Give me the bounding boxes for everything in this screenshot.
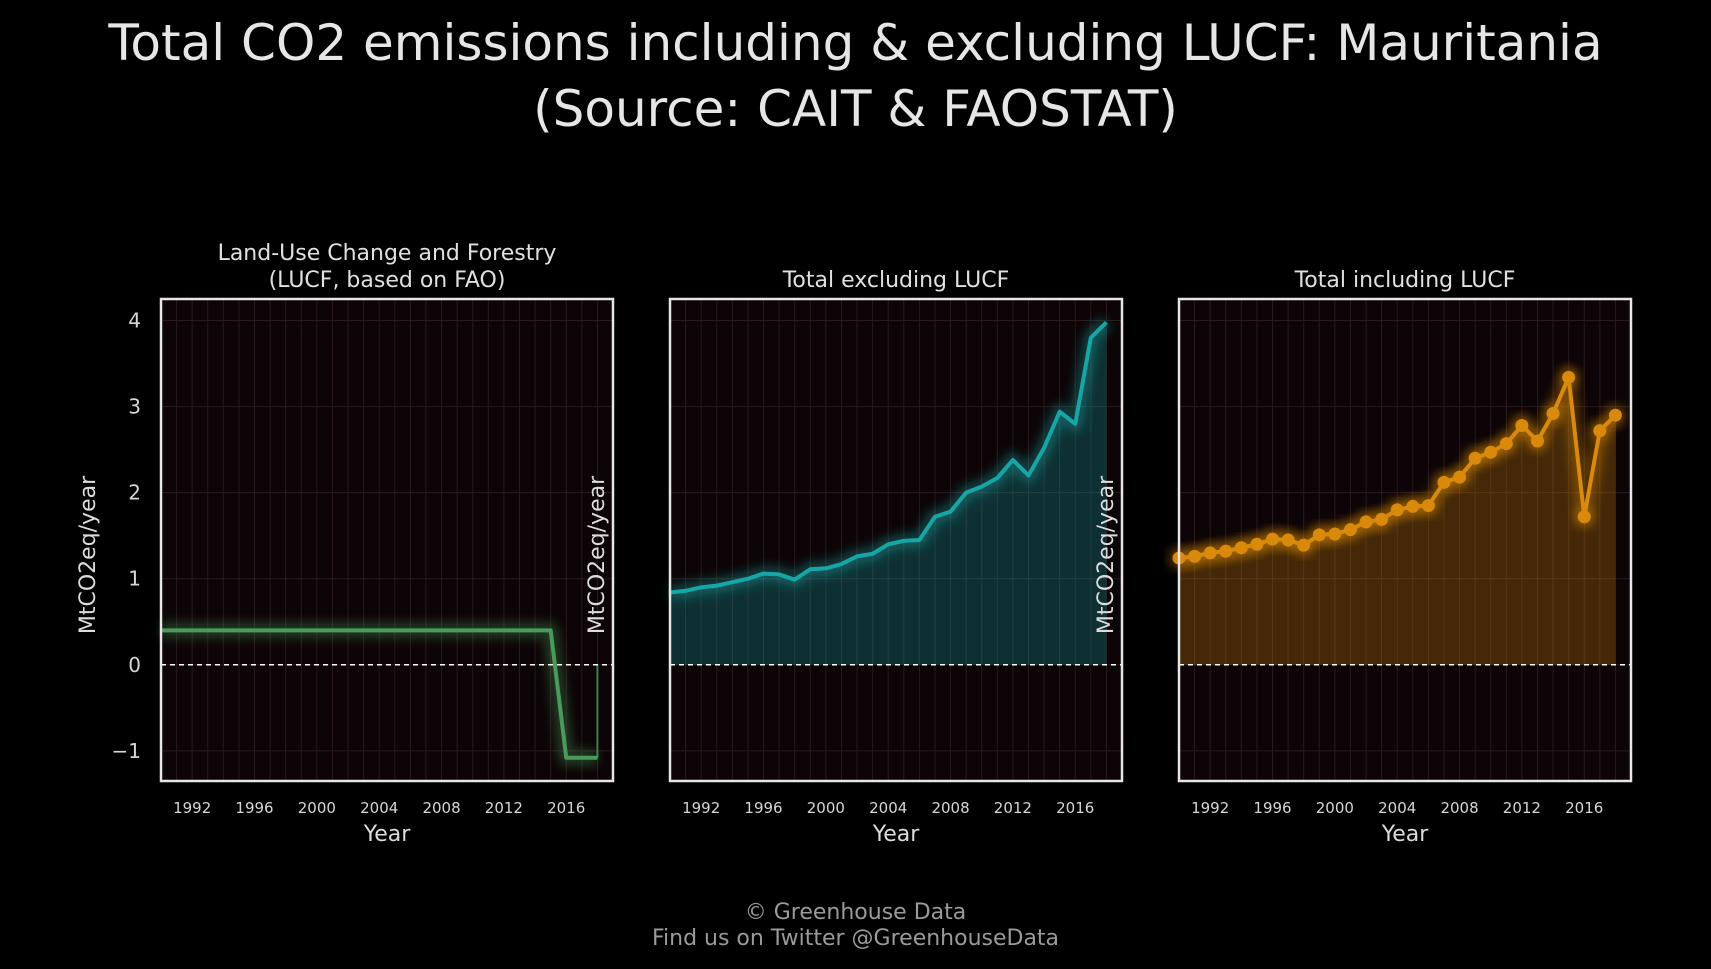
main-title: Total CO2 emissions including & excludin… bbox=[0, 10, 1711, 142]
data-point bbox=[1297, 538, 1311, 552]
data-point bbox=[1219, 544, 1233, 558]
footer-twitter: Find us on Twitter @GreenhouseData bbox=[651, 926, 1060, 951]
data-point bbox=[1499, 437, 1513, 451]
plot-frame bbox=[159, 297, 615, 783]
data-point bbox=[1577, 510, 1591, 524]
x-tick-label: 2008 bbox=[1440, 799, 1478, 817]
x-tick-label: 2000 bbox=[298, 799, 336, 817]
data-point bbox=[1328, 527, 1342, 541]
data-point bbox=[1250, 537, 1264, 551]
data-point bbox=[1468, 451, 1482, 465]
plot-area bbox=[161, 299, 613, 781]
panel-title-line: Total excluding LUCF bbox=[782, 268, 1010, 293]
y-axis-label: MtCO2eq/year bbox=[76, 475, 101, 634]
panel-title-line: Total including LUCF bbox=[1294, 268, 1516, 293]
y-tick-label: −1 bbox=[112, 739, 141, 763]
plot-frame bbox=[1177, 297, 1633, 783]
panel-title-line: Land-Use Change and Forestry bbox=[218, 241, 557, 266]
chart-panel-1: 1992 1996 2000 2004 2008 2012 2016 −1 0 1 2 3 4 Year M… bbox=[76, 241, 615, 847]
y-tick-label: 2 bbox=[128, 481, 141, 505]
data-point bbox=[1359, 515, 1373, 529]
x-tick-label: 1992 bbox=[173, 799, 211, 817]
x-tick-label: 1992 bbox=[1191, 799, 1229, 817]
data-point bbox=[1266, 532, 1280, 546]
x-tick-label: 2012 bbox=[485, 799, 523, 817]
x-tick-label: 2000 bbox=[807, 799, 845, 817]
y-axis-label: MtCO2eq/year bbox=[585, 475, 610, 634]
x-axis-label: Year bbox=[1381, 822, 1430, 847]
data-point bbox=[1203, 546, 1217, 560]
data-point bbox=[1375, 512, 1389, 526]
data-point bbox=[1546, 406, 1560, 420]
x-axis-label: Year bbox=[363, 822, 412, 847]
y-axis-label: MtCO2eq/year bbox=[1094, 475, 1119, 634]
data-point bbox=[1343, 523, 1357, 537]
x-tick-label: 2004 bbox=[869, 799, 907, 817]
main-title-line2: (Source: CAIT & FAOSTAT) bbox=[533, 80, 1178, 138]
series-line bbox=[669, 320, 1108, 595]
footer: © Greenhouse Data Find us on Twitter @Gr… bbox=[0, 900, 1711, 952]
data-point bbox=[1530, 434, 1544, 448]
x-tick-label: 1996 bbox=[235, 799, 273, 817]
x-axis-label: Year bbox=[872, 822, 921, 847]
chart-panel-2: 1992 1996 2000 2004 2008 2012 2016 Year MtCO2eq/… bbox=[585, 268, 1124, 847]
data-point bbox=[1484, 445, 1498, 459]
data-point bbox=[1421, 499, 1435, 513]
data-point bbox=[1406, 499, 1420, 513]
y-tick-label: 0 bbox=[128, 653, 141, 677]
data-point bbox=[1234, 541, 1248, 555]
footer-copyright: © Greenhouse Data bbox=[744, 900, 967, 925]
x-tick-label: 2008 bbox=[422, 799, 460, 817]
x-tick-label: 1996 bbox=[1253, 799, 1291, 817]
data-point bbox=[1562, 370, 1576, 384]
data-point bbox=[1515, 419, 1529, 433]
x-tick-label: 2012 bbox=[1503, 799, 1541, 817]
data-point bbox=[1390, 503, 1404, 517]
plot-frame bbox=[668, 297, 1124, 783]
grid bbox=[160, 299, 614, 781]
y-tick-label: 3 bbox=[128, 395, 141, 419]
data-point bbox=[1312, 528, 1326, 542]
x-tick-label: 1992 bbox=[682, 799, 720, 817]
panel-title-line: (LUCF, based on FAO) bbox=[269, 268, 506, 293]
chart-panel-3: 1992 1996 2000 2004 2008 2012 2016 Year MtCO2eq/… bbox=[1094, 268, 1633, 847]
y-tick-label: 4 bbox=[128, 309, 141, 333]
x-tick-label: 2016 bbox=[1056, 799, 1094, 817]
data-point bbox=[1453, 470, 1467, 484]
data-point bbox=[1281, 533, 1295, 547]
data-point bbox=[1437, 475, 1451, 489]
data-point bbox=[1188, 549, 1202, 563]
x-tick-label: 1996 bbox=[744, 799, 782, 817]
main-title-line1: Total CO2 emissions including & excludin… bbox=[108, 14, 1603, 72]
data-point bbox=[1608, 408, 1622, 422]
x-tick-label: 2012 bbox=[994, 799, 1032, 817]
x-tick-label: 2004 bbox=[1378, 799, 1416, 817]
y-tick-label: 1 bbox=[128, 567, 141, 591]
data-point bbox=[1593, 424, 1607, 438]
series-line bbox=[161, 628, 598, 760]
x-tick-label: 2016 bbox=[1565, 799, 1603, 817]
x-tick-label: 2000 bbox=[1316, 799, 1354, 817]
x-tick-label: 2004 bbox=[360, 799, 398, 817]
x-tick-label: 2016 bbox=[547, 799, 585, 817]
x-tick-label: 2008 bbox=[931, 799, 969, 817]
